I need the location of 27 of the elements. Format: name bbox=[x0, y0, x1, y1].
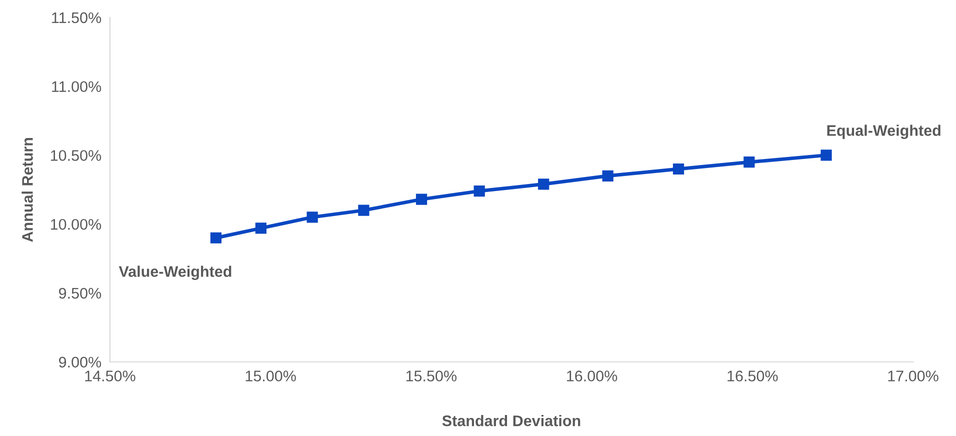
point bbox=[602, 170, 614, 182]
x-tick-label: 15.50% bbox=[406, 370, 457, 382]
point bbox=[210, 232, 222, 244]
point bbox=[358, 204, 370, 216]
annotation: Value-Weighted bbox=[118, 266, 232, 280]
point bbox=[672, 163, 684, 175]
x-tick-label: 14.50% bbox=[85, 370, 136, 382]
y-tick-label: 9.00% bbox=[59, 356, 102, 368]
point bbox=[538, 178, 550, 190]
annotation: Equal-Weighted bbox=[827, 124, 940, 140]
point bbox=[474, 185, 485, 197]
point bbox=[744, 156, 755, 168]
x-tick-label: 16.50% bbox=[728, 370, 778, 382]
y-axis-title: Annual Return bbox=[22, 138, 33, 242]
x-tick-label: 16.00% bbox=[567, 370, 618, 382]
y-tick-label: 9.50% bbox=[59, 288, 102, 299]
y-tick-label: 10.00% bbox=[50, 218, 102, 230]
x-tick-label: 15.00% bbox=[246, 370, 296, 382]
x-axis-title: Standard Deviation bbox=[442, 415, 580, 426]
point bbox=[306, 212, 318, 223]
point bbox=[820, 150, 832, 161]
y-tick-label: 11.50% bbox=[52, 12, 102, 24]
y-tick-label: 11.00% bbox=[52, 81, 102, 92]
point bbox=[416, 194, 428, 205]
point bbox=[255, 222, 266, 234]
x-tick-label: 17.00% bbox=[888, 370, 938, 382]
y-tick-label: 10.50% bbox=[50, 150, 102, 161]
